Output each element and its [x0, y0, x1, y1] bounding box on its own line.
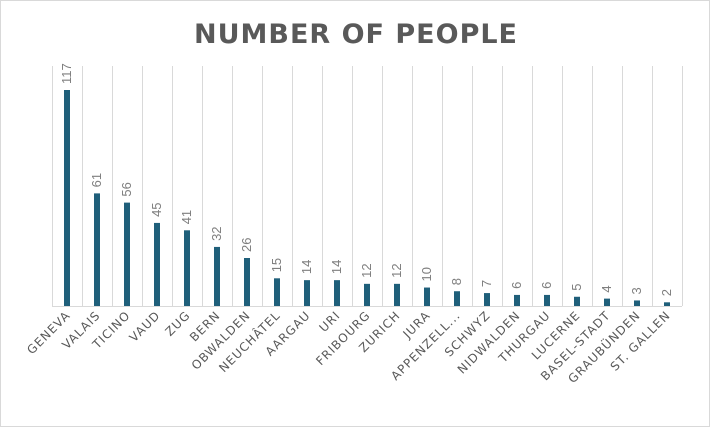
data-label: 7	[479, 280, 494, 287]
data-label: 3	[629, 287, 644, 294]
bar	[364, 283, 370, 306]
data-label: 8	[449, 278, 464, 285]
data-label: 6	[509, 282, 524, 289]
bar	[244, 258, 250, 306]
data-label: 2	[659, 289, 674, 296]
data-label: 10	[419, 267, 434, 281]
bar	[124, 202, 130, 306]
data-label: 26	[239, 238, 254, 252]
data-label: 61	[89, 173, 104, 187]
data-label: 41	[179, 210, 194, 224]
bar	[574, 296, 580, 306]
bar	[334, 280, 340, 306]
bar	[304, 280, 310, 306]
data-label: 12	[389, 263, 404, 277]
bar	[274, 278, 280, 306]
bar	[64, 90, 70, 306]
bar	[394, 283, 400, 306]
data-label: 6	[539, 282, 554, 289]
bar	[544, 294, 550, 306]
bar	[664, 302, 670, 306]
x-tick-label: VAUD	[127, 308, 164, 345]
data-label: 45	[149, 202, 164, 216]
data-label: 14	[299, 260, 314, 274]
data-label: 4	[599, 285, 614, 292]
bar	[154, 222, 160, 306]
bar	[184, 230, 190, 306]
bar	[484, 293, 490, 306]
data-label: 5	[569, 284, 584, 291]
bar	[604, 298, 610, 306]
bar	[424, 287, 430, 306]
data-label: 117	[59, 63, 74, 84]
x-tick-label: URI	[316, 308, 343, 335]
bar	[454, 291, 460, 306]
data-label: 12	[359, 263, 374, 277]
data-label: 32	[209, 226, 224, 240]
data-label: 56	[119, 182, 134, 196]
bar	[634, 300, 640, 306]
bar	[214, 246, 220, 306]
data-label: 15	[269, 258, 284, 272]
chart-title: NUMBER OF PEOPLE	[193, 19, 519, 50]
bar	[94, 193, 100, 306]
bar	[514, 294, 520, 306]
data-label: 14	[329, 260, 344, 274]
